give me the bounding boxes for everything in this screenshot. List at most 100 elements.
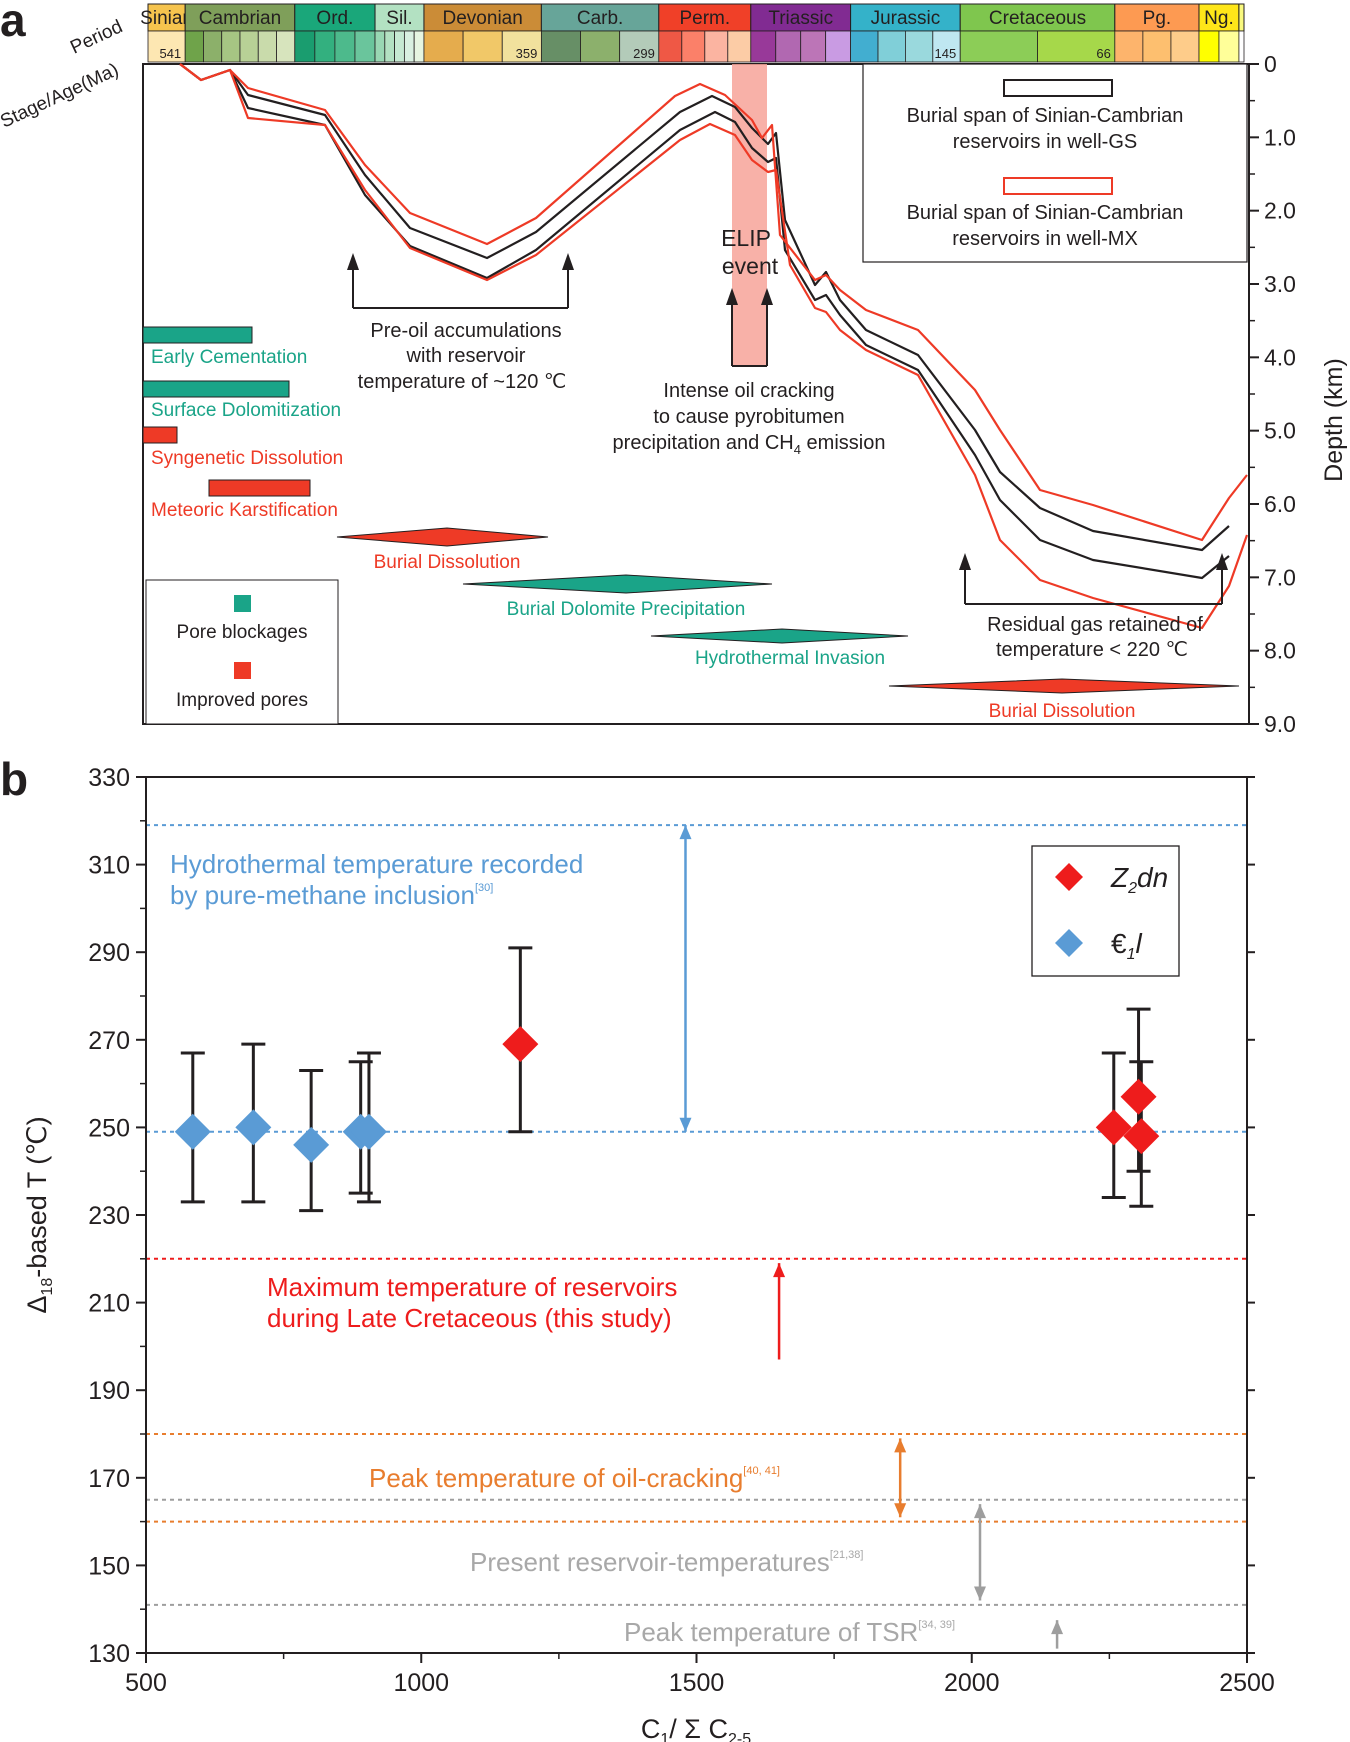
pre-oil-line3: temperature of ~120 ℃	[358, 371, 567, 393]
stage-cell	[681, 30, 706, 63]
syngenetic-dissolution-label: Syngenetic Dissolution	[151, 448, 343, 469]
ylabel-pre: Δ	[22, 1296, 52, 1314]
period-cell	[540, 3, 660, 32]
period-label: Triassic	[768, 8, 833, 29]
stage-cell	[905, 30, 934, 63]
stage-cell	[580, 30, 621, 63]
stage-cell	[850, 30, 879, 63]
period-label: Sil.	[386, 8, 412, 29]
period-cell	[423, 3, 542, 32]
stage-cell	[413, 30, 425, 63]
period-cell	[959, 3, 1116, 32]
xlabel-sub1: 1	[660, 1731, 669, 1742]
pre-oil-line2: with reservoir	[406, 345, 526, 367]
x-tick-label: 2500	[1219, 1669, 1275, 1697]
hydro-line2: by pure-methane inclusion[30]	[170, 880, 493, 910]
period-cell	[1238, 3, 1245, 32]
arrow-head	[974, 1586, 987, 1601]
xlabel-sub2: 2-5	[728, 1731, 751, 1742]
hydro-ref: [30]	[475, 882, 493, 894]
stage-cell	[462, 30, 503, 63]
burial-dissolution-1-label: Burial Dissolution	[374, 552, 521, 573]
stage-cell	[1142, 30, 1172, 63]
period-label: Cambrian	[199, 8, 281, 29]
hydro-line2-text: by pure-methane inclusion	[170, 880, 475, 910]
pre-oil-line1: Pre-oil accumulations	[370, 320, 561, 342]
error-bars	[180, 946, 1154, 1213]
residual-bracket	[964, 568, 1223, 605]
age-label: 66	[1096, 46, 1110, 61]
legend-e-pre: €	[1111, 928, 1127, 959]
ylabel-post: -based T (℃)	[22, 1116, 52, 1277]
period-label: Cretaceous	[989, 8, 1086, 29]
depth-tick-label: 0	[1264, 51, 1277, 77]
stage-cell	[1198, 30, 1220, 63]
residual-line1: Residual gas retained of	[987, 614, 1203, 636]
elip-label-line1: ELIP	[721, 225, 771, 251]
depth-tick-label: 4.0	[1264, 344, 1296, 370]
series-legend-box	[1031, 845, 1180, 977]
y-tick-label: 150	[88, 1552, 130, 1580]
stage-cell	[276, 30, 296, 63]
oil-crack-ref: [40, 41]	[743, 1465, 780, 1477]
mx-legend-swatch	[1003, 177, 1113, 195]
residual-line2: temperature < 220 ℃	[996, 639, 1188, 661]
cracking-line2: to cause pyrobitumen	[653, 406, 844, 428]
present-temp-label: Present reservoir-temperatures[21,38]	[470, 1547, 863, 1577]
stage-cell	[727, 30, 752, 63]
period-cell	[750, 3, 852, 32]
gs-legend-line2: reservoirs in well-GS	[953, 131, 1137, 153]
data-point	[235, 1109, 272, 1146]
present-temp-text: Present reservoir-temperatures	[470, 1547, 830, 1577]
x-tick-label: 1500	[669, 1669, 725, 1697]
stage-cell	[239, 30, 259, 63]
stage-cell	[257, 30, 277, 63]
y-tick-label: 190	[88, 1377, 130, 1405]
mx-burial-lower	[179, 63, 1249, 630]
depth-tick-label: 5.0	[1264, 418, 1296, 444]
age-label: 145	[935, 46, 957, 61]
gs-legend-swatch	[1003, 79, 1113, 97]
depth-axis: 0 1.0 2.0 3.0 4.0 5.0 6.0 7.0 8.0 9.0	[1249, 51, 1296, 737]
y-axis-title: Δ18-based T (℃)	[22, 1116, 56, 1313]
pre-oil-bracket	[352, 268, 569, 309]
age-label: 299	[633, 46, 655, 61]
legend-z-pre: Z	[1110, 862, 1129, 893]
data-points	[174, 1026, 1160, 1163]
stage-cell	[825, 30, 852, 63]
stage-cell	[184, 30, 204, 63]
period-label: Carb.	[577, 8, 623, 29]
burial-dissolution-2-label: Burial Dissolution	[989, 701, 1136, 722]
stage-cell	[314, 30, 336, 63]
cracking-line3-sub: 4	[794, 442, 801, 457]
period-label: Perm.	[679, 8, 730, 29]
y-tick-label: 270	[88, 1027, 130, 1055]
arrow-head	[773, 1263, 786, 1278]
xlabel-pre: C	[641, 1714, 661, 1742]
panel-a-label: a	[0, 0, 26, 46]
period-label: Sinian	[140, 8, 193, 29]
period-cell	[147, 3, 186, 32]
stage-cell	[501, 30, 542, 63]
mx-legend-line2: reservoirs in well-MX	[952, 228, 1138, 250]
arrow-head	[894, 1438, 907, 1453]
oil-crack-label: Peak temperature of oil-cracking[40, 41]	[369, 1463, 780, 1493]
depth-tick-label: 7.0	[1264, 564, 1296, 590]
stage-cell	[1037, 30, 1116, 63]
stage-cell	[221, 30, 241, 63]
y-tick-label: 170	[88, 1465, 130, 1493]
x-tick-label: 1000	[393, 1669, 449, 1697]
data-point	[293, 1126, 330, 1163]
data-point	[502, 1026, 539, 1063]
depth-tick-label: 3.0	[1264, 271, 1296, 297]
mx-legend-line1: Burial span of Sinian-Cambrian	[907, 202, 1184, 224]
data-point	[1123, 1118, 1160, 1155]
arrow-head	[1051, 1620, 1064, 1635]
stage-cell	[800, 30, 827, 63]
legend-e1l-marker	[1055, 929, 1083, 957]
elip-label-line2: event	[722, 253, 779, 279]
depth-tick-label: 8.0	[1264, 638, 1296, 664]
early-cementation-label: Early Cementation	[151, 347, 307, 368]
panel-b-frame	[145, 776, 1248, 1654]
